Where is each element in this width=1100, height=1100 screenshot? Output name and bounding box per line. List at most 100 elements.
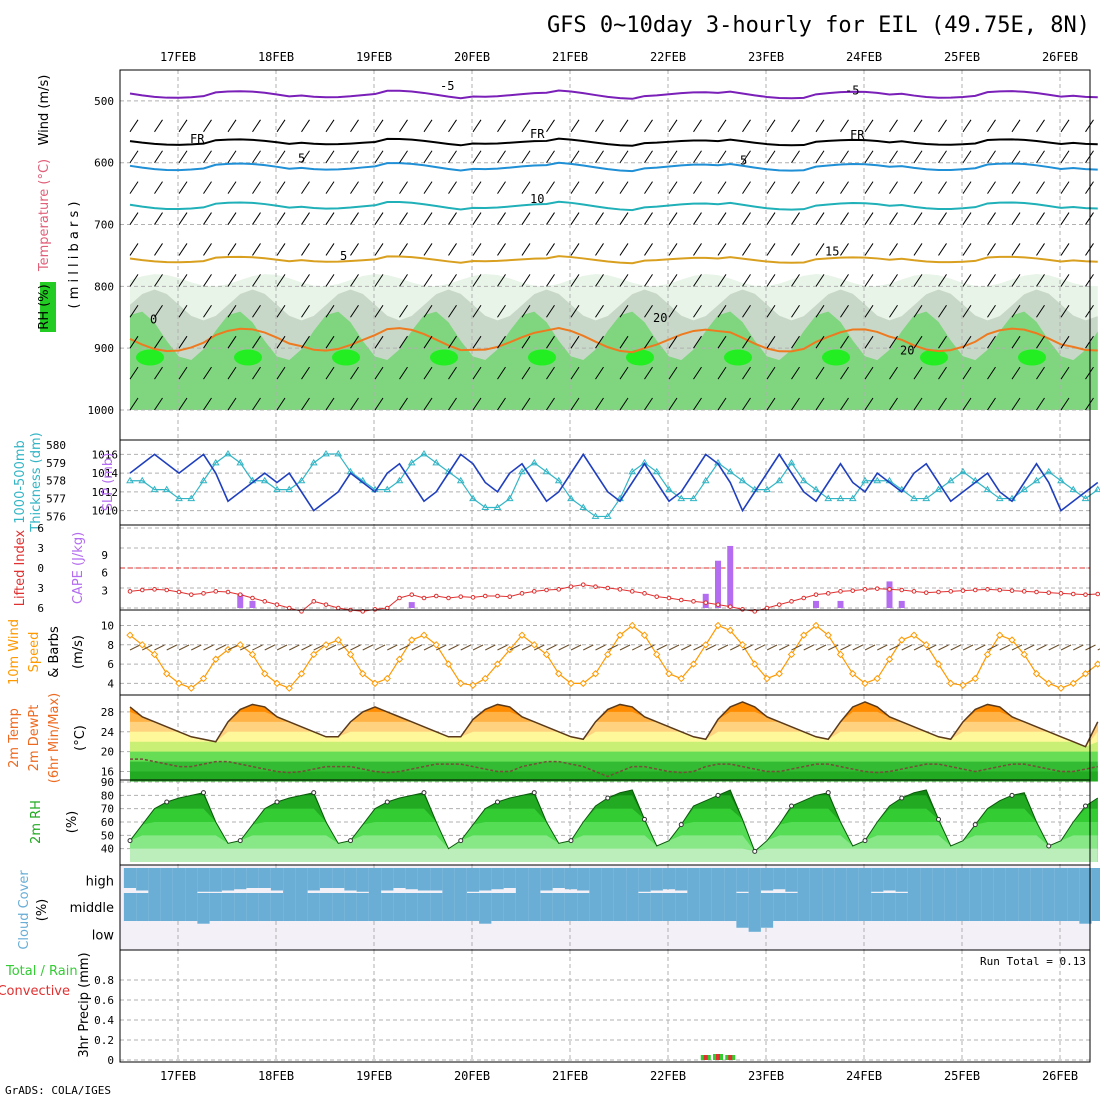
wind-barb bbox=[1011, 181, 1021, 194]
rh-point bbox=[458, 838, 464, 844]
wind-barb bbox=[203, 243, 212, 256]
lifted-index-point bbox=[274, 602, 280, 607]
cape-tick-label: 3 bbox=[101, 584, 108, 597]
thickness-tick-label: 576 bbox=[46, 510, 66, 523]
wind-speed-point bbox=[138, 641, 146, 649]
cloud-middle-bar bbox=[356, 893, 369, 921]
temp-tick-label: 16 bbox=[101, 766, 114, 779]
rh-point bbox=[531, 790, 537, 796]
wind-barb bbox=[546, 397, 555, 411]
isotherm-10 bbox=[129, 200, 1098, 212]
cloud-middle-bar bbox=[307, 893, 320, 921]
rh-tick-label: 90 bbox=[101, 776, 114, 789]
wind-barb bbox=[325, 212, 335, 225]
wind-barb bbox=[423, 212, 433, 225]
wind-barb bbox=[913, 304, 923, 318]
cloud-high-bar bbox=[969, 868, 982, 893]
wind-barb bbox=[889, 243, 898, 256]
cloud-middle-bar bbox=[332, 893, 345, 921]
thickness-point bbox=[861, 476, 869, 484]
wind-barb bbox=[668, 181, 678, 194]
cloud-middle-bar bbox=[393, 893, 406, 921]
wind-barb bbox=[227, 304, 237, 318]
lifted-index-point bbox=[409, 592, 415, 597]
wind-barb bbox=[889, 119, 898, 133]
wind-barb bbox=[252, 335, 261, 349]
wind-speed-point bbox=[432, 641, 440, 649]
thickness-point bbox=[701, 476, 710, 484]
surface-wind-barb bbox=[178, 644, 190, 651]
thickness-point bbox=[334, 449, 343, 457]
cloud-middle-bar bbox=[319, 893, 333, 921]
wind-barb bbox=[815, 274, 825, 287]
cloud-high-bar bbox=[454, 868, 467, 893]
isotherm-label: 0 bbox=[150, 312, 157, 326]
wind-barb bbox=[1060, 274, 1070, 287]
cloud-middle-bar bbox=[773, 893, 786, 921]
wind-barb bbox=[1060, 119, 1070, 133]
surface-wind-barb bbox=[1097, 648, 1100, 651]
wind-barb bbox=[668, 274, 678, 287]
thickness-point bbox=[150, 485, 159, 493]
cloud-high-bar bbox=[601, 868, 614, 893]
wind-barb bbox=[619, 119, 629, 133]
lifted-index-point bbox=[1009, 588, 1015, 593]
lifted-index-point bbox=[715, 602, 721, 607]
surface-wind-barb bbox=[142, 644, 153, 651]
wind-barb bbox=[154, 397, 163, 411]
wind-barb bbox=[840, 150, 849, 164]
wind-speed-point bbox=[334, 636, 342, 644]
wind-speed-point bbox=[971, 674, 979, 683]
wind-barb bbox=[448, 274, 457, 287]
isotherm-label: -5 bbox=[440, 79, 454, 93]
wind-barb bbox=[791, 335, 800, 349]
surface-wind-barb bbox=[374, 644, 386, 651]
cloud-middle-bar bbox=[185, 893, 198, 921]
wind-barb bbox=[1011, 335, 1021, 349]
cape-bar bbox=[898, 600, 905, 608]
temperature-label: Temperature (°C) bbox=[37, 159, 52, 272]
wind-tick-label: 8 bbox=[107, 639, 114, 652]
rh-point bbox=[127, 838, 133, 844]
wind-barb bbox=[1011, 366, 1021, 380]
surface-wind-barb bbox=[472, 644, 484, 651]
wind-barb bbox=[864, 366, 874, 380]
rh2m-label: 2m RH bbox=[29, 800, 44, 844]
thickness-point bbox=[1093, 485, 1100, 493]
lifted-index-point bbox=[433, 593, 439, 599]
wind-barb bbox=[448, 119, 457, 133]
wind-barb bbox=[423, 150, 433, 164]
wind-barb bbox=[423, 304, 433, 318]
surface-wind-barb bbox=[264, 644, 275, 651]
wind-barb bbox=[570, 335, 580, 349]
surface-wind-barb bbox=[276, 644, 288, 651]
wind-barb bbox=[129, 119, 139, 133]
wind-barb bbox=[252, 274, 261, 287]
lifted-index-point bbox=[691, 599, 696, 604]
wind-barb bbox=[864, 335, 874, 349]
wind-barb bbox=[301, 150, 310, 164]
wind-barb bbox=[913, 366, 923, 380]
wind-tick-label: 4 bbox=[107, 677, 114, 690]
lifted-index-point bbox=[997, 587, 1003, 593]
rh-saturation-blob bbox=[234, 349, 262, 366]
cloud-middle-bar bbox=[344, 893, 357, 921]
wind-barb bbox=[619, 304, 629, 318]
wind-barb bbox=[423, 366, 433, 380]
lifted-index-point bbox=[482, 593, 488, 599]
temp-tick-label: 20 bbox=[101, 746, 114, 759]
wind-speed-point bbox=[542, 650, 551, 659]
lifted-index-point bbox=[250, 595, 255, 601]
surface-wind-barb bbox=[313, 644, 324, 651]
wind-barb bbox=[472, 150, 482, 164]
cloud-high-bar bbox=[430, 868, 443, 891]
wind-barb bbox=[154, 274, 163, 287]
wind-barb bbox=[546, 181, 555, 194]
surface-wind-barb bbox=[362, 644, 373, 651]
wind-barb bbox=[987, 366, 996, 380]
wind-barb bbox=[864, 274, 874, 287]
wind-barb bbox=[962, 335, 972, 349]
cloud-high-bar bbox=[160, 868, 173, 893]
lifted-index-point bbox=[887, 587, 892, 592]
wind-barb bbox=[840, 274, 849, 287]
